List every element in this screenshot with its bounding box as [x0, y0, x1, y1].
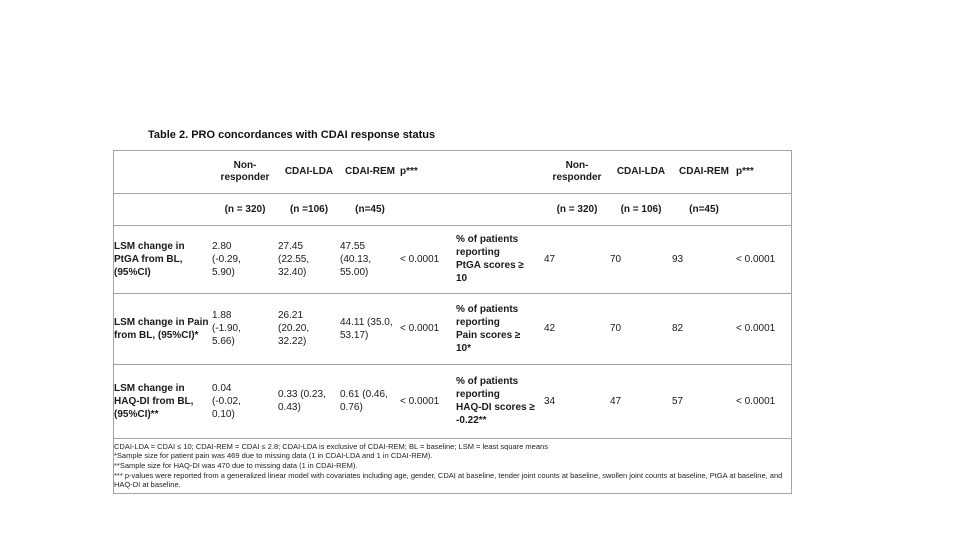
value-cell: 34: [544, 363, 610, 438]
footnote-pvalues-model: *** p-values were reported from a genera…: [114, 470, 783, 490]
header-cdai-rem-left: CDAI-REM: [345, 165, 395, 177]
row-label-pain-lsm: LSM change in Pain from BL, (95%CI)*: [114, 292, 212, 364]
value-cell: 47: [544, 224, 610, 293]
p-value-cell: < 0.0001: [736, 224, 791, 293]
header-cdai-lda-right: CDAI-LDA: [616, 165, 666, 177]
footnote-block: CDAI-LDA = CDAI ≤ 10; CDAI-REM = CDAI ≤ …: [114, 437, 791, 493]
header-non-responder-right: Non- responder: [552, 159, 602, 183]
p-value-cell: < 0.0001: [736, 363, 791, 438]
value-cell: 42: [544, 292, 610, 364]
p-value-cell: < 0.0001: [736, 292, 791, 364]
row-label-pain-pct: % of patients reporting Pain scores ≥ 10…: [456, 292, 544, 364]
value-cell: 0.33 (0.23, 0.43): [278, 363, 340, 438]
page-title: Table 2. PRO concordances with CDAI resp…: [148, 129, 436, 141]
footnote-haqdi-sample: **Sample size for HAQ-DI was 470 due to …: [114, 460, 358, 470]
p-value-cell: < 0.0001: [400, 363, 456, 438]
footnote-row: CDAI-LDA = CDAI ≤ 10; CDAI-REM = CDAI ≤ …: [114, 437, 791, 493]
value-cell: 26.21 (20.20, 32.22): [278, 292, 340, 364]
footnote-definitions: CDAI-LDA = CDAI ≤ 10; CDAI-REM = CDAI ≤ …: [114, 441, 548, 451]
value-cell: 70: [610, 292, 672, 364]
value-cell: 70: [610, 224, 672, 293]
value-cell: 27.45 (22.55, 32.40): [278, 224, 340, 293]
n-cdai-rem-right: (n=45): [672, 192, 736, 225]
row-label-haqdi-pct: % of patients reporting HAQ-DI scores ≥ …: [456, 363, 544, 438]
row-label-ptga-lsm: LSM change in PtGA from BL, (95%CI): [114, 224, 212, 293]
n-cdai-lda-left: (n =106): [278, 192, 340, 225]
empty-cell: [456, 192, 544, 225]
value-cell: 47: [610, 363, 672, 438]
row-label-ptga-pct: % of patients reporting PtGA scores ≥ 10: [456, 224, 544, 293]
footnote-pain-sample: *Sample size for patient pain was 469 du…: [114, 451, 433, 461]
p-value-cell: < 0.0001: [400, 292, 456, 364]
pro-concordance-table: Non- responder CDAI-LDA CDAI-REM p*** No…: [113, 150, 792, 494]
value-cell: 1.88 (-1.90, 5.66): [212, 292, 278, 364]
p-value-cell: < 0.0001: [400, 224, 456, 293]
header-cdai-rem-right: CDAI-REM: [679, 165, 729, 177]
empty-cell: [400, 192, 456, 225]
n-cdai-lda-right: (n = 106): [610, 192, 672, 225]
value-cell: 2.80 (-0.29, 5.90): [212, 224, 278, 293]
n-cdai-rem-left: (n=45): [340, 192, 400, 225]
header-cdai-lda-left: CDAI-LDA: [284, 165, 334, 177]
value-cell: 57: [672, 363, 736, 438]
value-cell: 0.04 (-0.02, 0.10): [212, 363, 278, 438]
value-cell: 93: [672, 224, 736, 293]
value-cell: 47.55 (40.13, 55.00): [340, 224, 400, 293]
sample-size-row: (n = 320) (n =106) (n=45) (n = 320) (n =…: [114, 192, 791, 225]
table-row-haqdi: LSM change in HAQ-DI from BL, (95%CI)** …: [114, 363, 791, 438]
header-pvalue-left: p***: [400, 166, 418, 178]
header-row: Non- responder CDAI-LDA CDAI-REM p*** No…: [114, 151, 791, 193]
value-cell: 0.61 (0.46, 0.76): [340, 363, 400, 438]
header-non-responder-left: Non- responder: [220, 159, 270, 183]
empty-cell: [114, 192, 212, 225]
value-cell: 44.11 (35.0, 53.17): [340, 292, 400, 364]
header-pvalue-right: p***: [736, 166, 754, 178]
n-non-responder-left: (n = 320): [212, 192, 278, 225]
n-non-responder-right: (n = 320): [544, 192, 610, 225]
row-label-haqdi-lsm: LSM change in HAQ-DI from BL, (95%CI)**: [114, 363, 212, 438]
value-cell: 82: [672, 292, 736, 364]
empty-cell: [456, 151, 544, 193]
empty-cell: [114, 151, 212, 193]
table-row-pain: LSM change in Pain from BL, (95%CI)* 1.8…: [114, 292, 791, 364]
table-row-ptga: LSM change in PtGA from BL, (95%CI) 2.80…: [114, 224, 791, 293]
empty-cell: [736, 192, 791, 225]
